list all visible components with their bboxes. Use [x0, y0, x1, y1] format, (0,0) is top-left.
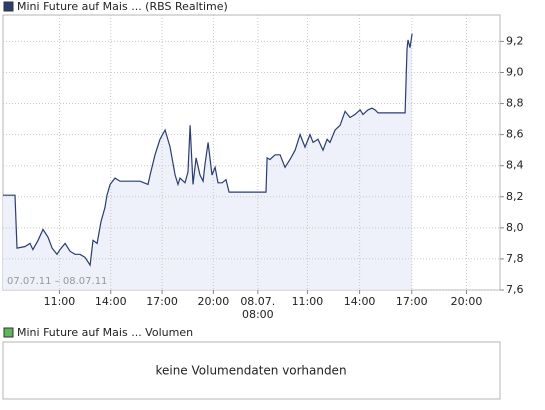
legend-label: Mini Future auf Mais ... (RBS Realtime)	[17, 0, 228, 13]
date-range: 07.07.11 – 08.07.11	[7, 276, 107, 287]
x-tick-label: 08.07. 08:00	[240, 295, 275, 321]
y-tick-label: 8,8	[506, 97, 524, 110]
x-tick-label: 11:00	[44, 295, 76, 308]
y-tick-label: 9,0	[506, 65, 524, 78]
x-tick-label: 20:00	[198, 295, 230, 308]
volume-message: keine Volumendaten vorhanden	[155, 364, 346, 378]
y-tick-label: 7,6	[506, 283, 524, 296]
y-tick-label: 8,4	[506, 159, 524, 172]
x-tick-label: 20:00	[451, 295, 483, 308]
volume-frame	[2, 341, 501, 400]
x-tick-label: 17:00	[396, 295, 428, 308]
x-tick-label: 14:00	[95, 295, 127, 308]
y-tick-label: 9,2	[506, 34, 524, 47]
legend-swatch	[3, 1, 14, 12]
legend-label: Mini Future auf Mais ... Volumen	[17, 326, 193, 339]
legend-swatch	[3, 327, 14, 338]
area-fill	[3, 33, 413, 290]
y-tick-label: 8,6	[506, 128, 524, 141]
x-tick-label: 17:00	[146, 295, 178, 308]
x-tick-label: 14:00	[344, 295, 376, 308]
x-tick-label: 11:00	[292, 295, 324, 308]
y-tick-label: 8,2	[506, 190, 524, 203]
y-tick-label: 7,8	[506, 252, 524, 265]
price-line	[3, 33, 413, 267]
y-tick-label: 8,0	[506, 221, 524, 234]
